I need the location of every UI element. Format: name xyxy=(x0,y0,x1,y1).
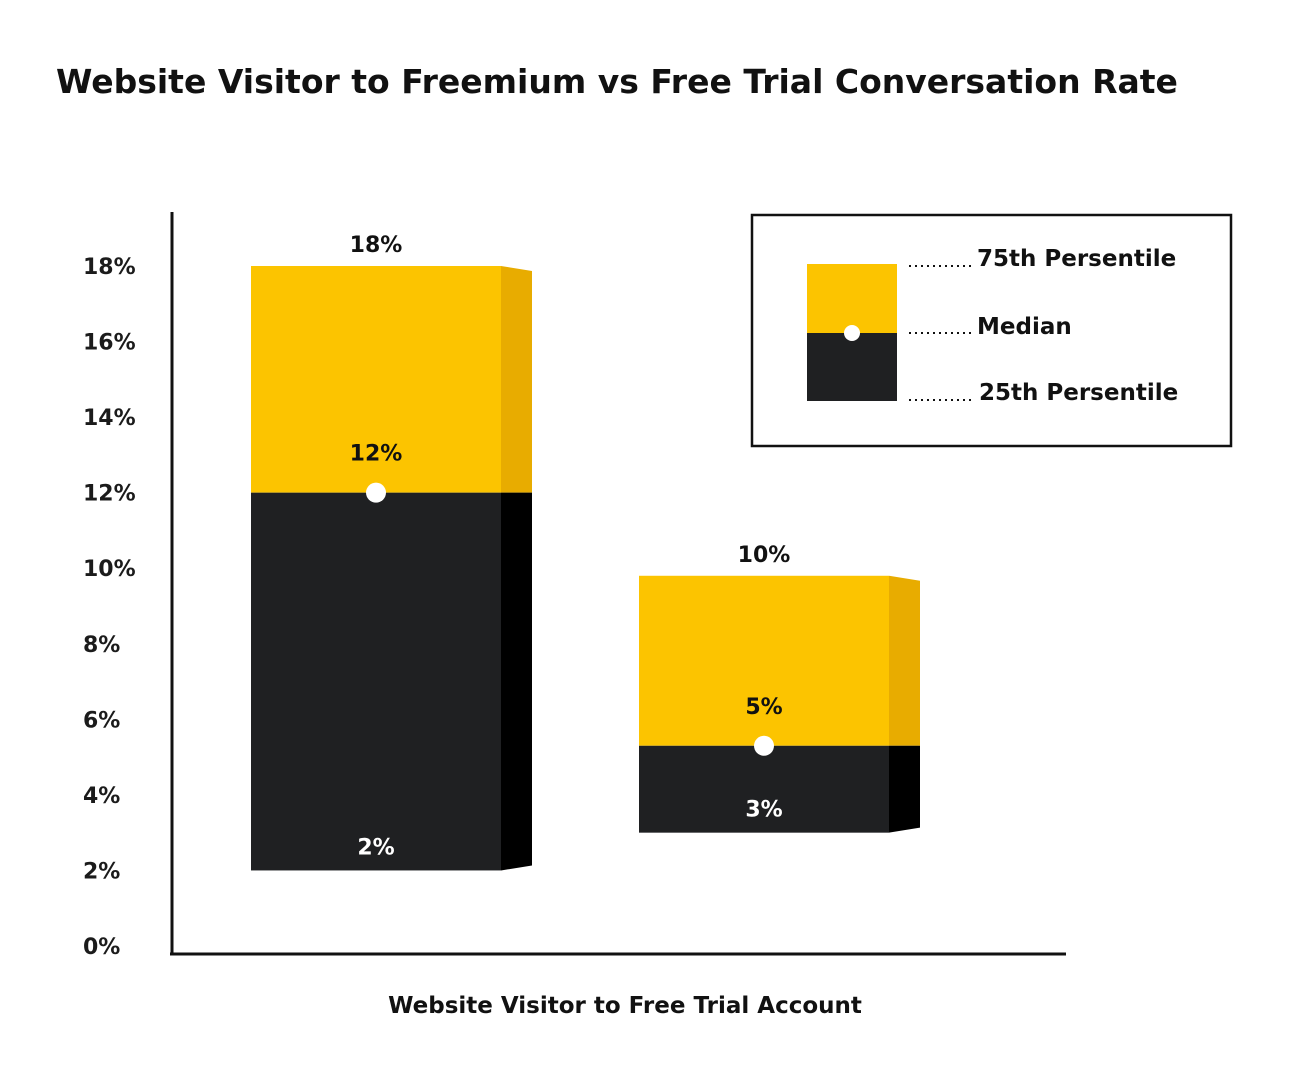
label-p25: 3% xyxy=(745,798,782,823)
label-median: 5% xyxy=(745,695,782,720)
chart-title: Website Visitor to Freemium vs Free Tria… xyxy=(56,62,1178,101)
bar-upper-segment xyxy=(639,575,889,746)
label-p25: 2% xyxy=(357,835,394,860)
legend-median-marker xyxy=(844,325,860,341)
bar-upper-side xyxy=(501,266,532,493)
bar-lower-side xyxy=(889,745,920,833)
label-p75: 10% xyxy=(738,543,791,568)
bar-lower-segment xyxy=(639,745,889,833)
label-median: 12% xyxy=(350,442,403,467)
y-tick-label: 14% xyxy=(83,406,136,431)
y-tick-label: 8% xyxy=(83,633,120,658)
bar-group-1: 18% 12% 2% xyxy=(251,233,532,871)
y-tick-label: 6% xyxy=(83,708,120,733)
bars: 18% 12% 2% 10% 5% 3% xyxy=(251,233,920,871)
y-tick-label: 18% xyxy=(83,255,136,280)
y-tick-label: 0% xyxy=(83,935,120,960)
median-marker xyxy=(366,482,386,503)
bar-lower-side xyxy=(501,492,532,871)
legend-label-p25: 25th Persentile xyxy=(979,380,1178,406)
y-tick-label: 12% xyxy=(83,482,136,507)
y-tick-label: 2% xyxy=(83,859,120,884)
y-tick-label: 4% xyxy=(83,784,120,809)
bar-lower-segment xyxy=(251,492,501,871)
legend-label-median: Median xyxy=(977,314,1072,340)
legend-swatch-upper xyxy=(807,264,897,333)
x-axis-label: Website Visitor to Free Trial Account xyxy=(388,993,862,1019)
y-tick-label: 10% xyxy=(83,557,136,582)
bar-upper-side xyxy=(889,575,920,746)
y-tick-label: 16% xyxy=(83,331,136,356)
bar-upper-segment xyxy=(251,266,501,493)
legend: 75th Persentile Median 25th Persentile xyxy=(750,213,1233,448)
label-p75: 18% xyxy=(350,233,403,258)
legend-swatch-lower xyxy=(807,333,897,401)
bar-group-2: 10% 5% 3% xyxy=(639,543,920,833)
y-axis-ticks: 0% 2% 4% 6% 8% 10% 12% 14% 16% 18% xyxy=(83,255,136,960)
legend-label-p75: 75th Persentile xyxy=(977,246,1176,272)
median-marker xyxy=(754,735,774,756)
